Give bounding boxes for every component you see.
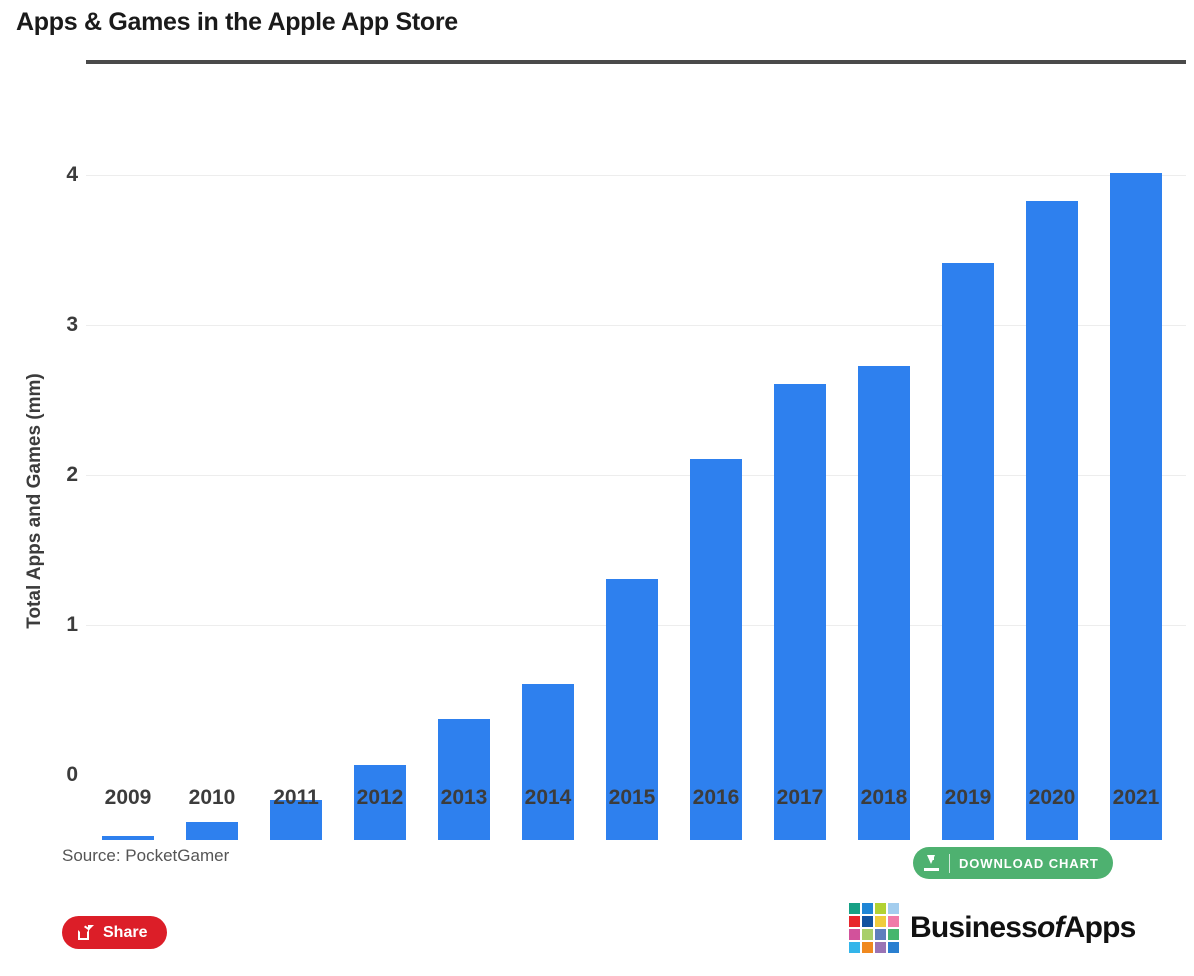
bars-group <box>86 60 1186 840</box>
x-tick-label: 2015 <box>608 786 656 809</box>
x-tick-label: 2021 <box>1112 786 1160 809</box>
bar-2017[interactable] <box>774 384 826 840</box>
logo-cell <box>849 903 860 914</box>
x-tick-label: 2018 <box>860 786 908 809</box>
bar-2010[interactable] <box>186 822 238 840</box>
gridline <box>86 175 1186 176</box>
x-tick-label: 2020 <box>1028 786 1076 809</box>
logo-word-apps: Apps <box>1063 911 1137 944</box>
gridline <box>86 325 1186 326</box>
bar-slot <box>842 125 926 840</box>
x-tick-label: 2016 <box>692 786 740 809</box>
y-tick-label: 3 <box>66 313 78 336</box>
bar-2019[interactable] <box>942 262 994 840</box>
logo-cell <box>888 942 899 953</box>
download-chart-button[interactable]: DOWNLOAD CHART <box>913 847 1113 879</box>
bar-2020[interactable] <box>1026 201 1078 840</box>
bar-slot <box>926 125 1010 840</box>
bar-slot <box>170 125 254 840</box>
logo-cell <box>875 903 886 914</box>
bar-slot <box>338 125 422 840</box>
x-tick-label: 2014 <box>524 786 572 809</box>
x-tick-label: 2010 <box>188 786 236 809</box>
x-tick-label: 2019 <box>944 786 992 809</box>
bar-2012[interactable] <box>354 765 406 840</box>
bar-2015[interactable] <box>606 579 658 840</box>
x-tick-label: 2012 <box>356 786 404 809</box>
y-tick-label: 4 <box>66 163 78 186</box>
download-icon <box>923 854 940 872</box>
logo-cell <box>862 916 873 927</box>
logo-cell <box>888 916 899 927</box>
x-tick-label: 2011 <box>273 786 319 809</box>
logo-word-of: of <box>1037 911 1065 944</box>
button-divider <box>949 853 950 873</box>
logo-cell <box>849 916 860 927</box>
bar-slot <box>758 125 842 840</box>
bar-slot <box>86 125 170 840</box>
logo-cell <box>862 942 873 953</box>
bar-slot <box>422 125 506 840</box>
logo-cell <box>888 929 899 940</box>
logo-wordmark: BusinessofApps <box>910 911 1136 945</box>
bar-2018[interactable] <box>858 366 910 840</box>
x-tick-label: 2017 <box>776 786 824 809</box>
bar-slot <box>1010 125 1094 840</box>
source-caption: Source: PocketGamer <box>62 846 230 865</box>
share-icon <box>78 925 94 940</box>
y-tick-label: 1 <box>66 613 78 636</box>
logo-cell <box>875 942 886 953</box>
share-button[interactable]: Share <box>62 916 168 949</box>
gridline <box>86 475 1186 476</box>
chart-plot-area: Total Apps and Games (mm) 0 1 2 3 4 2009 2010… <box>0 60 1194 840</box>
bar-slot <box>254 125 338 840</box>
y-axis-title: Total Apps and Games (mm) <box>24 373 45 629</box>
logo-cell <box>875 929 886 940</box>
bar-slot <box>590 125 674 840</box>
y-tick-label: 0 <box>66 763 78 786</box>
logo-cell <box>862 903 873 914</box>
logo-cell <box>875 916 886 927</box>
x-tick-label: 2013 <box>440 786 488 809</box>
bar-slot <box>1094 125 1178 840</box>
bar-2014[interactable] <box>522 684 574 840</box>
bar-2011[interactable] <box>270 799 322 840</box>
logo-word-business: Business <box>910 911 1038 944</box>
bar-slot <box>506 125 590 840</box>
logo-cell <box>862 929 873 940</box>
logo-grid-icon <box>849 903 899 953</box>
bar-slot <box>674 125 758 840</box>
x-axis-line <box>86 60 1186 64</box>
logo-cell <box>849 942 860 953</box>
page-title: Apps & Games in the Apple App Store <box>16 8 458 36</box>
bar-2009[interactable] <box>102 835 154 840</box>
y-tick-label: 2 <box>66 463 78 486</box>
logo-cell <box>888 903 899 914</box>
share-label: Share <box>103 923 148 941</box>
bar-2021[interactable] <box>1110 172 1162 840</box>
business-of-apps-logo: BusinessofApps <box>849 903 1136 953</box>
logo-cell <box>849 929 860 940</box>
x-tick-label: 2009 <box>104 786 152 809</box>
bar-2016[interactable] <box>690 459 742 840</box>
download-chart-label: DOWNLOAD CHART <box>959 855 1099 871</box>
bar-2013[interactable] <box>438 718 490 840</box>
